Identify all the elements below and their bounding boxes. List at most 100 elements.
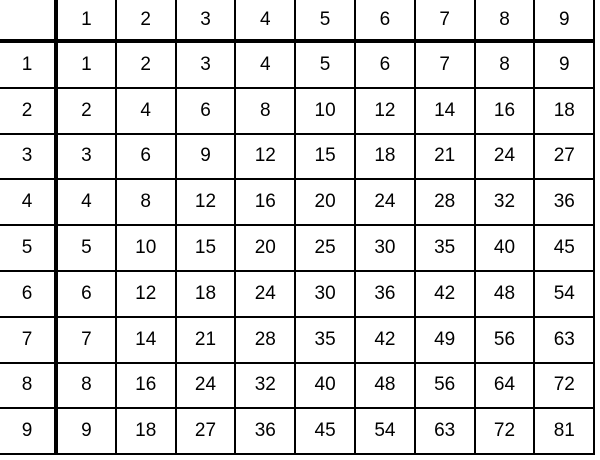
product-cell: 40 (294, 361, 356, 410)
product-cell: 63 (413, 407, 476, 456)
product-cell: 8 (55, 361, 117, 410)
product-cell: 14 (413, 86, 476, 135)
product-cell: 24 (234, 269, 297, 318)
product-cell: 35 (294, 315, 356, 364)
product-cell: 10 (294, 86, 356, 135)
product-cell: 9 (174, 132, 237, 181)
column-header: 9 (533, 0, 596, 43)
product-cell: 4 (55, 178, 117, 227)
row-header: 6 (0, 269, 58, 318)
product-cell: 21 (174, 315, 237, 364)
product-cell: 9 (55, 407, 117, 456)
product-cell: 40 (473, 224, 536, 272)
product-cell: 48 (353, 361, 416, 410)
product-cell: 12 (353, 86, 416, 135)
product-cell: 72 (473, 407, 536, 456)
product-cell: 7 (55, 315, 117, 364)
product-cell: 2 (114, 40, 177, 89)
table-row: 8 8 16 24 32 40 48 56 64 72 (0, 361, 596, 410)
product-cell: 72 (533, 361, 596, 410)
product-cell: 15 (174, 224, 237, 272)
product-cell: 25 (294, 224, 356, 272)
row-header: 3 (0, 132, 58, 181)
row-header: 4 (0, 178, 58, 227)
product-cell: 9 (533, 40, 596, 89)
product-cell: 8 (234, 86, 297, 135)
product-cell: 18 (114, 407, 177, 456)
product-cell: 5 (55, 224, 117, 272)
product-cell: 63 (533, 315, 596, 364)
product-cell: 24 (353, 178, 416, 227)
column-header: 6 (353, 0, 416, 43)
product-cell: 3 (174, 40, 237, 89)
product-cell: 56 (473, 315, 536, 364)
column-header: 4 (234, 0, 297, 43)
table-row: 2 2 4 6 8 10 12 14 16 18 (0, 86, 596, 135)
product-cell: 36 (353, 269, 416, 318)
product-cell: 14 (114, 315, 177, 364)
row-header: 8 (0, 361, 58, 410)
product-cell: 45 (533, 224, 596, 272)
product-cell: 10 (114, 224, 177, 272)
product-cell: 32 (473, 178, 536, 227)
product-cell: 5 (294, 40, 356, 89)
table-row: 4 4 8 12 16 20 24 28 32 36 (0, 178, 596, 227)
product-cell: 54 (533, 269, 596, 318)
row-header: 7 (0, 315, 58, 364)
product-cell: 18 (174, 269, 237, 318)
product-cell: 12 (174, 178, 237, 227)
product-cell: 4 (234, 40, 297, 89)
product-cell: 8 (473, 40, 536, 89)
product-cell: 8 (114, 178, 177, 227)
column-header: 5 (294, 0, 356, 43)
product-cell: 20 (294, 178, 356, 227)
product-cell: 35 (413, 224, 476, 272)
product-cell: 54 (353, 407, 416, 456)
product-cell: 49 (413, 315, 476, 364)
product-cell: 24 (174, 361, 237, 410)
row-header: 9 (0, 407, 58, 456)
product-cell: 24 (473, 132, 536, 181)
product-cell: 12 (114, 269, 177, 318)
table-row: 3 3 6 9 12 15 18 21 24 27 (0, 132, 596, 181)
product-cell: 36 (234, 407, 297, 456)
product-cell: 81 (533, 407, 596, 456)
product-cell: 36 (533, 178, 596, 227)
product-cell: 21 (413, 132, 476, 181)
product-cell: 27 (174, 407, 237, 456)
product-cell: 2 (55, 86, 117, 135)
product-cell: 30 (353, 224, 416, 272)
product-cell: 28 (234, 315, 297, 364)
row-header: 1 (0, 40, 58, 89)
product-cell: 27 (533, 132, 596, 181)
corner-cell (0, 0, 58, 43)
product-cell: 15 (294, 132, 356, 181)
column-header: 7 (413, 0, 476, 43)
product-cell: 45 (294, 407, 356, 456)
product-cell: 64 (473, 361, 536, 410)
product-cell: 18 (533, 86, 596, 135)
product-cell: 4 (114, 86, 177, 135)
column-header: 3 (174, 0, 237, 43)
product-cell: 42 (353, 315, 416, 364)
table-row: 9 9 18 27 36 45 54 63 72 81 (0, 407, 596, 456)
row-header: 2 (0, 86, 58, 135)
table-row: 6 6 12 18 24 30 36 42 48 54 (0, 269, 596, 318)
table-row: 7 7 14 21 28 35 42 49 56 63 (0, 315, 596, 364)
product-cell: 56 (413, 361, 476, 410)
product-cell: 16 (234, 178, 297, 227)
table-row: 5 5 10 15 20 25 30 35 40 45 (0, 224, 596, 272)
product-cell: 12 (234, 132, 297, 181)
product-cell: 6 (114, 132, 177, 181)
product-cell: 30 (294, 269, 356, 318)
product-cell: 6 (55, 269, 117, 318)
product-cell: 32 (234, 361, 297, 410)
product-cell: 20 (234, 224, 297, 272)
product-cell: 42 (413, 269, 476, 318)
product-cell: 28 (413, 178, 476, 227)
column-header: 8 (473, 0, 536, 43)
product-cell: 16 (473, 86, 536, 135)
product-cell: 6 (353, 40, 416, 89)
